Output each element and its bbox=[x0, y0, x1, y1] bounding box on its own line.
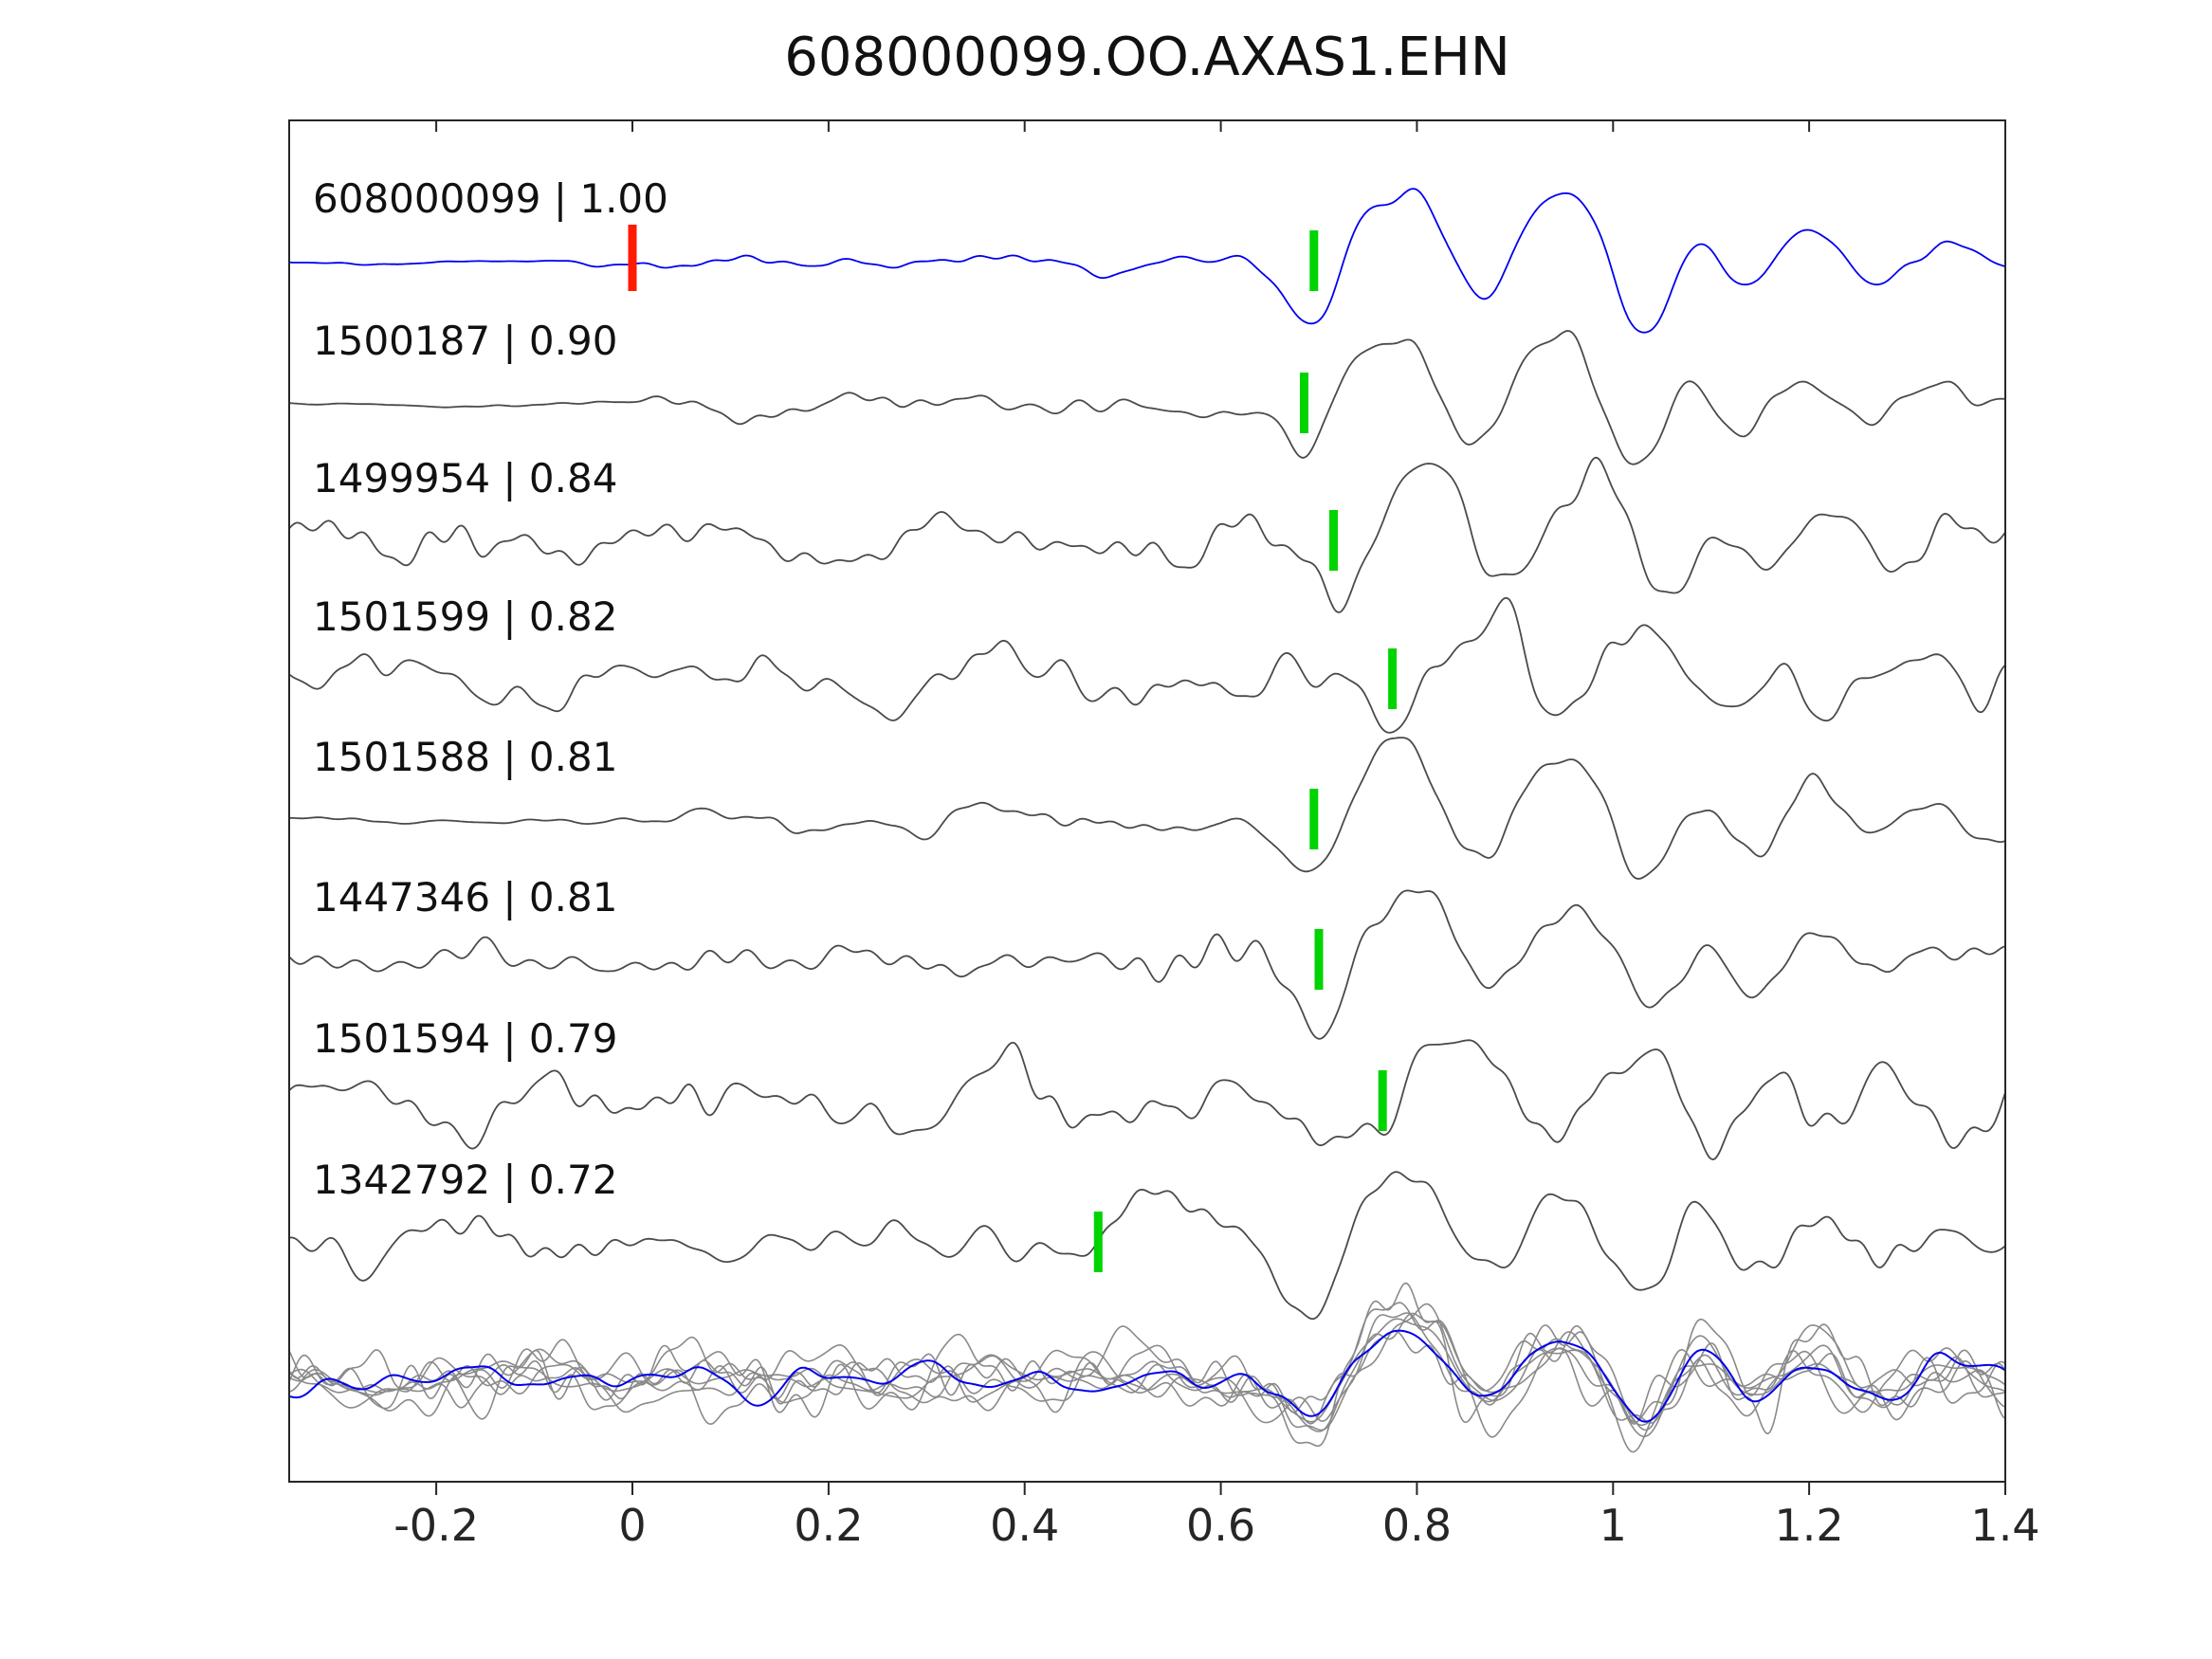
trace-line bbox=[289, 188, 2005, 334]
pick-marker bbox=[1388, 648, 1398, 709]
trace-label: 1342792 | 0.72 bbox=[313, 1157, 618, 1203]
overlay-trace bbox=[289, 1302, 2005, 1438]
pick-marker bbox=[1378, 1070, 1387, 1131]
pick-marker bbox=[1314, 929, 1324, 990]
x-tick-label: 0.4 bbox=[990, 1500, 1059, 1551]
x-tick-label: 0.2 bbox=[794, 1500, 863, 1551]
overlay-trace bbox=[289, 1312, 2005, 1453]
trace-label: 1499954 | 0.84 bbox=[313, 455, 618, 501]
x-tick-label: 0.8 bbox=[1382, 1500, 1452, 1551]
x-tick-label: 1 bbox=[1600, 1500, 1627, 1551]
pick-marker bbox=[1329, 510, 1338, 571]
trace-label: 1501599 | 0.82 bbox=[313, 593, 618, 640]
trace-line bbox=[289, 889, 2005, 1040]
axis-box bbox=[288, 119, 2006, 1483]
x-tick-label: 0.6 bbox=[1186, 1500, 1255, 1551]
trace-line bbox=[289, 456, 2005, 613]
pick-marker bbox=[1309, 789, 1319, 849]
pick-marker bbox=[1093, 1212, 1103, 1272]
trace-label: 608000099 | 1.00 bbox=[313, 175, 668, 222]
overlay-trace bbox=[289, 1312, 2005, 1432]
pick-marker bbox=[1300, 373, 1308, 433]
reference-marker bbox=[628, 225, 637, 291]
trace-label: 1447346 | 0.81 bbox=[313, 874, 618, 921]
x-tick-label: -0.2 bbox=[393, 1500, 479, 1551]
trace-line bbox=[289, 330, 2005, 465]
x-tick-label: 0 bbox=[618, 1500, 646, 1551]
trace-label: 1501588 | 0.81 bbox=[313, 734, 618, 780]
trace-line bbox=[289, 1171, 2005, 1321]
x-tick-label: 1.4 bbox=[1970, 1500, 2039, 1551]
overlay-reference-trace bbox=[289, 1329, 2005, 1423]
trace-line bbox=[289, 1039, 2005, 1161]
overlay-trace bbox=[289, 1282, 2005, 1448]
trace-line bbox=[289, 596, 2005, 734]
trace-label: 1501594 | 0.79 bbox=[313, 1015, 618, 1062]
pick-marker bbox=[1309, 230, 1319, 291]
x-tick-label: 1.2 bbox=[1775, 1500, 1844, 1551]
chart-title: 608000099.OO.AXAS1.EHN bbox=[784, 27, 1510, 88]
trace-label: 1500187 | 0.90 bbox=[313, 318, 618, 364]
trace-line bbox=[289, 737, 2005, 880]
